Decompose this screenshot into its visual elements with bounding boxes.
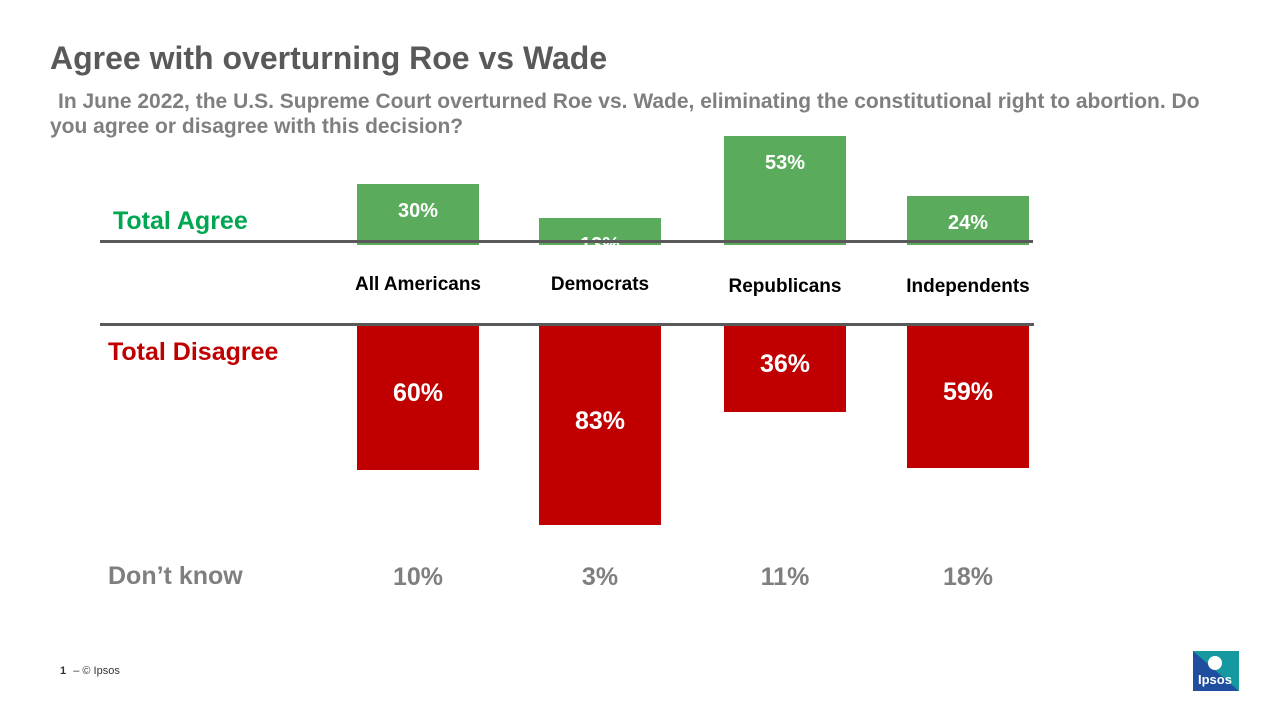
category-label-republicans: Republicans	[728, 276, 842, 297]
disagree-value-republicans: 36%	[759, 350, 811, 379]
dont-know-value-independents: 18%	[942, 563, 994, 591]
disagree-value-independents: 59%	[942, 377, 994, 406]
disagree-bar-all-americans	[357, 326, 479, 470]
agree-value-all-americans: 30%	[397, 199, 439, 222]
dont-know-label: Don’t know	[108, 562, 243, 590]
page-number: 1	[60, 665, 67, 677]
category-label-democrats: Democrats	[550, 274, 650, 295]
dont-know-value-republicans: 11%	[760, 563, 810, 591]
total-disagree-label: Total Disagree	[108, 338, 279, 366]
dont-know-value-democrats: 3%	[581, 563, 619, 591]
disagree-bar-republicans	[724, 326, 846, 413]
chart-subtitle: In June 2022, the U.S. Supreme Court ove…	[50, 90, 1200, 138]
footer-dash: –	[73, 665, 80, 677]
chart-title: Agree with overturning Roe vs Wade	[50, 40, 608, 76]
disagree-value-all-americans: 60%	[392, 379, 444, 407]
total-agree-label: Total Agree	[113, 207, 248, 235]
dont-know-value-all-americans: 10%	[392, 563, 444, 591]
copyright: © Ipsos	[82, 665, 120, 677]
agree-bar-independents	[907, 195, 1029, 245]
disagree-bar-democrats	[539, 326, 661, 526]
agree-value-republicans: 53%	[764, 152, 806, 175]
agree-value-democrats: 13%	[579, 234, 621, 257]
category-label-independents: Independents	[906, 276, 1030, 297]
disagree-baseline	[100, 323, 1034, 326]
disagree-value-democrats: 83%	[574, 406, 626, 435]
ipsos-logo: Ipsos	[1193, 651, 1239, 691]
agree-bar-all-americans	[357, 183, 479, 245]
agree-baseline	[100, 240, 1033, 243]
footer: 1 – © Ipsos	[60, 665, 120, 677]
disagree-bar-independents	[907, 326, 1029, 468]
agree-value-independents: 24%	[947, 211, 989, 234]
logo-circle	[1208, 656, 1222, 670]
agree-bar-republicans	[724, 136, 846, 245]
logo-text: Ipsos	[1198, 672, 1232, 687]
category-label-all-americans: All Americans	[354, 274, 481, 295]
